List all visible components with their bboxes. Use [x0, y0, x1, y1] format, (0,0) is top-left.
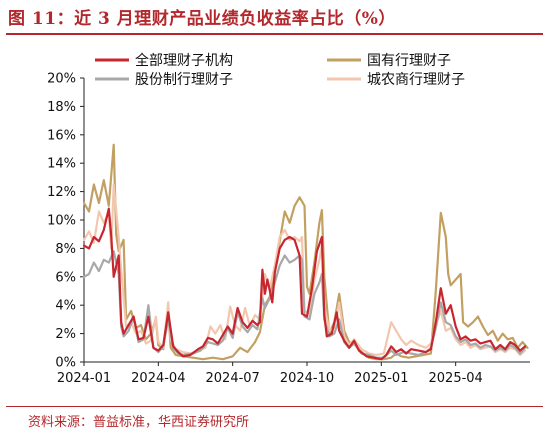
- series-line-3: [82, 183, 527, 356]
- x-tick-label: 2025-01: [354, 371, 408, 386]
- series-line-0: [82, 207, 527, 361]
- y-tick-label: 12%: [47, 185, 76, 200]
- y-tick-label: 2%: [55, 327, 76, 342]
- x-axis: 2024-01 2024-04 2024-07 2024-10 2025-01 2025-…: [57, 361, 530, 386]
- chart-title: 图 11：近 3 月理财产品业绩负收益率占比（%）: [8, 9, 396, 29]
- source-divider: [6, 406, 543, 407]
- y-tick-label: 8%: [55, 242, 76, 257]
- y-tick-label: 6%: [55, 270, 76, 285]
- legend-label-1: 国有行理财子: [367, 53, 451, 69]
- y-tick-label: 0%: [55, 356, 76, 371]
- legend-label-0: 全部理财子机构: [135, 52, 233, 69]
- legend-label-2: 股份制行理财子: [135, 72, 233, 88]
- y-tick-label: 10%: [47, 214, 76, 229]
- y-axis: 0% 2% 4% 6% 8% 10% 12% 14% 16% 18% 20%: [47, 72, 85, 371]
- y-tick-label: 16%: [47, 128, 76, 143]
- x-tick-label: 2025-04: [429, 371, 483, 386]
- legend-label-3: 城农商行理财子: [367, 72, 465, 88]
- y-tick-label: 14%: [47, 157, 76, 172]
- title-divider: [6, 33, 543, 35]
- x-tick-label: 2024-07: [206, 371, 260, 386]
- x-tick-label: 2024-04: [131, 371, 185, 386]
- series-line-1: [82, 143, 529, 361]
- y-tick-label: 18%: [47, 100, 76, 115]
- plot-area: [82, 143, 529, 361]
- source-note: 资料来源：普益标准，华西证券研究所: [28, 415, 250, 430]
- y-tick-label: 20%: [47, 72, 76, 87]
- y-tick-label: 4%: [55, 299, 76, 314]
- x-tick-label: 2024-01: [57, 371, 111, 386]
- x-tick-label: 2024-10: [280, 371, 334, 386]
